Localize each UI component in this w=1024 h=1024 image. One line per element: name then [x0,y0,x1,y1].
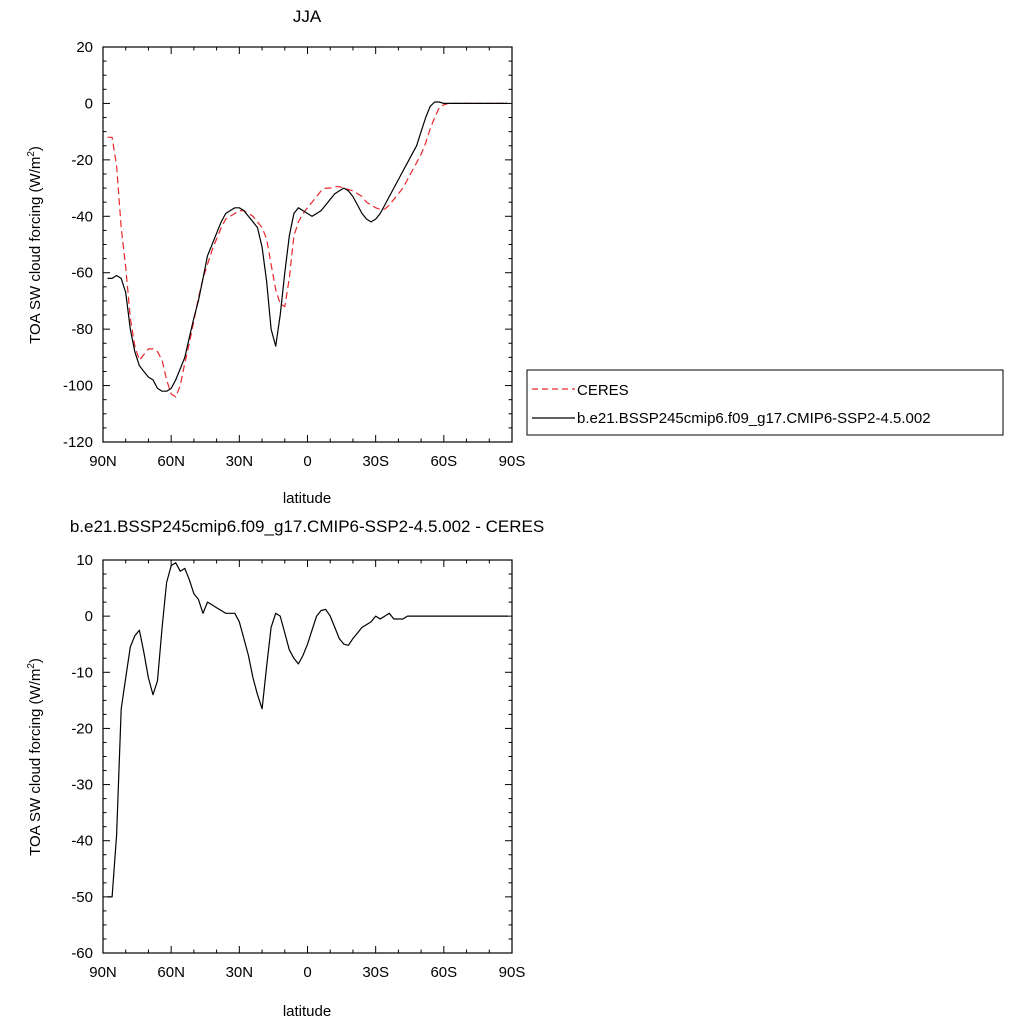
x-tick-label: 90S [499,453,526,470]
y-tick-label: -20 [71,720,93,737]
plot-frame [102,559,513,954]
chart-title: JJA [293,7,322,26]
y-tick-label: -30 [71,777,93,794]
y-tick-label: -50 [71,889,93,906]
y-tick-label: -40 [71,833,93,850]
x-tick-label: 0 [303,453,311,470]
panel-top: JJA 20 0 -20 -40 -60 -80 -100 -120 90N 60N 30N 0 30S… [26,7,1004,507]
legend: CERES b.e21.BSSP245cmip6.f09_g17.CMIP6-S… [526,369,1004,436]
y-axis-title-sup: 2 [26,663,37,669]
legend-label-model: b.e21.BSSP245cmip6.f09_g17.CMIP6-SSP2-4.… [577,410,931,427]
y-tick-label: -10 [71,664,93,681]
y-axis-title-main: TOA SW cloud forcing (W/m [27,669,44,856]
y-tick-label: 20 [76,39,93,56]
y-tick-label: -120 [63,434,93,451]
x-tick-label: 60N [157,964,185,981]
x-tick-label: 30S [362,453,389,470]
x-tick-label: 60S [430,964,457,981]
y-axis-title-close: ) [27,146,44,151]
x-tick-label: 30N [226,453,254,470]
plot-frame [102,46,513,443]
y-axis-title: TOA SW cloud forcing (W/m2) [26,146,44,344]
series-line-0 [107,102,508,398]
y-tick-label: -100 [63,378,93,395]
x-axis-title: latitude [283,490,331,507]
y-axis-title-main: TOA SW cloud forcing (W/m [27,157,44,344]
x-tick-label: 90N [89,453,117,470]
y-tick-label: 10 [76,552,93,569]
x-tick-label: 90S [499,964,526,981]
y-axis-title: TOA SW cloud forcing (W/m2) [26,658,44,856]
y-axis-title-sup: 2 [26,151,37,157]
legend-box [526,369,1004,436]
legend-label-ceres: CERES [577,382,629,399]
y-tick-label: 0 [85,608,93,625]
y-tick-label: -80 [71,321,93,338]
x-tick-label: 60S [430,453,457,470]
y-tick-label: -60 [71,945,93,962]
plot-area: 10 0 -10 -20 -30 -40 -50 -60 90N 60N 30N 0 30S 60S 90S [71,552,525,981]
chart-title: b.e21.BSSP245cmip6.f09_g17.CMIP6-SSP2-4.… [70,517,544,536]
x-tick-label: 0 [303,964,311,981]
y-tick-label: -60 [71,265,93,282]
y-tick-label: -40 [71,208,93,225]
series-line-1 [107,101,508,392]
y-tick-label: -20 [71,152,93,169]
plot-area: 20 0 -20 -40 -60 -80 -100 -120 90N 60N 30N 0 30S 60S 9… [63,39,525,470]
x-tick-label: 90N [89,964,117,981]
x-axis-title: latitude [283,1003,331,1020]
x-tick-label: 60N [157,453,185,470]
x-tick-label: 30S [362,964,389,981]
y-axis-title-close: ) [27,658,44,663]
panel-bottom: b.e21.BSSP245cmip6.f09_g17.CMIP6-SSP2-4.… [26,517,544,1020]
y-tick-label: 0 [85,95,93,112]
x-tick-label: 30N [226,964,254,981]
series-line-0 [107,562,508,898]
